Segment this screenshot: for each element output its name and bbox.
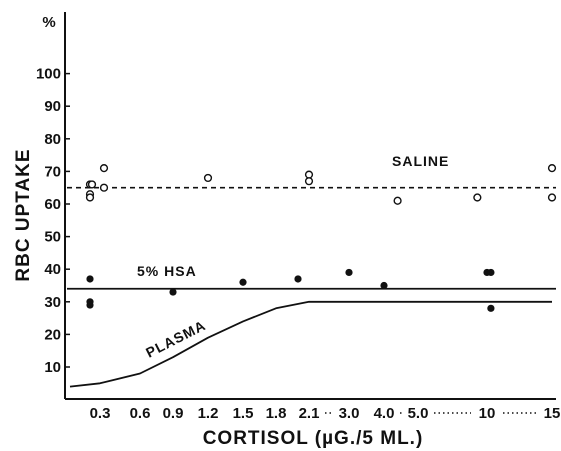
- saline-point: [393, 196, 402, 205]
- x-tick-label: 0.3: [90, 405, 111, 422]
- y-tick-label: 10: [44, 359, 61, 376]
- saline-point: [304, 170, 314, 179]
- x-tick-label: 0.6: [130, 405, 151, 422]
- saline-point: [547, 164, 557, 173]
- series-lines: [67, 186, 556, 388]
- y-tick-label: 50: [44, 229, 61, 246]
- hsa-point: [487, 268, 495, 277]
- plasma-series-label: PLASMA: [143, 317, 208, 361]
- y-axis-title: RBC UPTAKE: [13, 148, 34, 281]
- x-tick-label: 4.0: [374, 405, 395, 422]
- x-axis-ticks: 0.3 0.6 0.9 1.2 1.5 1.8 2.1 3.0 4.0 5.0 10 15: [90, 405, 561, 422]
- hsa-point: [487, 304, 495, 312]
- saline-point: [87, 180, 97, 189]
- hsa-point: [294, 275, 302, 283]
- y-tick-label: 40: [44, 261, 61, 278]
- x-tick-label: 1.8: [266, 405, 287, 422]
- y-tick-label: 70: [44, 163, 61, 180]
- x-tick-label: 0.9: [163, 405, 184, 422]
- saline-point: [99, 164, 109, 173]
- y-tick-label: 80: [44, 131, 61, 148]
- data-points: [85, 164, 557, 312]
- hsa-point: [169, 288, 177, 296]
- labels: % RBC UPTAKE CORTISOL (µG./5 ML.) SALINE…: [13, 14, 449, 449]
- plasma-curve: [69, 300, 552, 388]
- hsa-point: [345, 268, 353, 277]
- x-tick-label: 1.5: [233, 405, 254, 422]
- y-tick-label: 100: [36, 66, 61, 83]
- x-tick-label: 1.2: [198, 405, 219, 422]
- x-tick-label: 3.0: [339, 405, 360, 422]
- hsa-point: [86, 301, 94, 309]
- y-tick-label: 90: [44, 98, 61, 115]
- saline-point: [203, 173, 213, 183]
- x-tick-label: 15: [544, 405, 561, 422]
- x-tick-label: 2.1: [299, 405, 320, 422]
- saline-point: [99, 183, 109, 192]
- saline-point: [85, 193, 95, 202]
- x-tick-label: 5.0: [408, 405, 429, 422]
- saline-point: [304, 177, 314, 186]
- y-unit-label: %: [42, 14, 55, 31]
- axes: [64, 12, 556, 400]
- saline-point: [547, 193, 557, 202]
- y-tick-label: 60: [44, 196, 61, 213]
- x-tick-label: 10: [479, 405, 496, 422]
- x-axis-title: CORTISOL (µG./5 ML.): [203, 428, 424, 449]
- y-tick-label: 20: [44, 326, 61, 343]
- hsa-point: [86, 275, 94, 283]
- saline-series-label: SALINE: [392, 153, 449, 169]
- hsa-point: [239, 278, 247, 286]
- y-tick-label: 30: [44, 294, 61, 311]
- hsa-series-label: 5% HSA: [137, 263, 197, 279]
- saline-point: [473, 193, 482, 202]
- y-axis-ticks: 10 20 30 40 50 60 70 80 90 100: [36, 66, 70, 376]
- hsa-point: [380, 281, 388, 290]
